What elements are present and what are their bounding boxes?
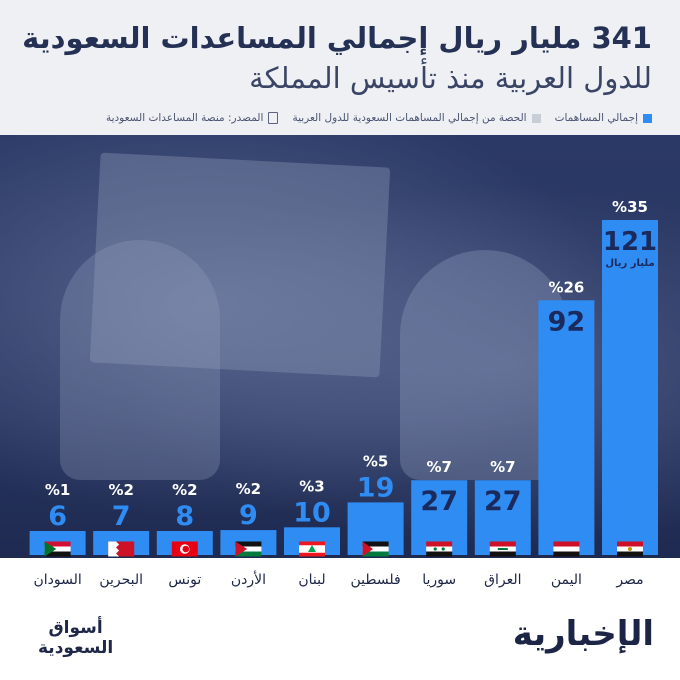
bar-value-1: 121 <box>603 227 657 257</box>
egypt-flag <box>617 541 643 557</box>
bar-1 <box>602 220 658 555</box>
category-label-3: العراق <box>484 572 522 588</box>
legend-label-share: الحصة من إجمالي المساهمات السعودية للدول… <box>292 112 527 124</box>
share-label-7: %2 <box>236 480 261 498</box>
lebanon-flag <box>299 541 325 557</box>
share-label-9: %2 <box>108 481 133 499</box>
document-icon <box>268 112 279 124</box>
bar-2 <box>538 300 595 555</box>
bar-value-4: 27 <box>420 486 458 517</box>
bar-value-7: 9 <box>239 500 258 531</box>
share-label-10: %1 <box>45 481 70 499</box>
legend-item-total: إجمالي المساهمات <box>555 112 652 124</box>
category-label-2: اليمن <box>550 572 582 588</box>
chart-title: 341 مليار ريال إجمالي المساعدات السعودية… <box>22 18 652 98</box>
palestine-flag <box>362 541 389 557</box>
category-label-4: سوريا <box>422 572 457 588</box>
share-label-1: %35 <box>612 198 648 216</box>
category-label-5: فلسطين <box>350 572 401 588</box>
legend-item-share: الحصة من إجمالي المساهمات السعودية للدول… <box>292 112 541 124</box>
tunisia-flag <box>171 541 198 557</box>
sudan-flag <box>44 541 71 557</box>
legend-swatch-white <box>531 113 541 123</box>
category-label-9: البحرين <box>99 572 144 588</box>
legend-item-source: المصدر: منصة المساعدات السعودية <box>106 112 279 124</box>
yemen-flag <box>553 541 580 557</box>
share-label-3: %7 <box>490 458 515 476</box>
brand-logo-aswaq: أسواق السعودية <box>38 618 113 658</box>
share-label-4: %7 <box>426 458 451 476</box>
syria-flag <box>426 541 453 557</box>
unit-label: مليار ريال <box>605 258 654 269</box>
bar-value-9: 7 <box>112 501 131 532</box>
category-label-6: لبنان <box>298 572 326 588</box>
brand-left-line2: السعودية <box>38 638 114 658</box>
bar-value-3: 27 <box>484 486 522 517</box>
brand-right-text: الإخبارية <box>512 614 655 654</box>
bahrain-flag <box>108 541 135 557</box>
legend-label-source: المصدر: منصة المساعدات السعودية <box>105 112 264 124</box>
title-line-2: للدول العربية منذ تأسيس المملكة <box>249 61 652 95</box>
footer <box>0 558 680 680</box>
bar-value-6: 10 <box>293 497 331 528</box>
share-label-2: %26 <box>548 278 584 296</box>
bar-value-5: 19 <box>357 472 395 503</box>
brand-logo-alekhbariya: الإخبارية <box>512 614 655 654</box>
share-label-6: %3 <box>299 477 324 495</box>
person-silhouette-left <box>60 240 220 480</box>
category-label-7: الأردن <box>230 572 266 588</box>
legend: إجمالي المساهمات الحصة من إجمالي المساهم… <box>106 112 652 124</box>
jordan-flag <box>235 541 262 557</box>
legend-swatch-blue <box>643 113 652 123</box>
bar-value-10: 6 <box>48 501 67 532</box>
category-label-8: تونس <box>168 572 202 588</box>
brand-left-line1: أسواق <box>48 618 103 638</box>
title-line-1: 341 مليار ريال إجمالي المساعدات السعودية <box>22 21 652 55</box>
bar-value-2: 92 <box>548 306 586 337</box>
category-label-1: مصر <box>616 572 644 588</box>
share-label-8: %2 <box>172 481 197 499</box>
bar-value-8: 8 <box>175 501 194 532</box>
iraq-flag <box>489 541 516 557</box>
share-label-5: %5 <box>363 452 388 470</box>
category-label-10: السودان <box>33 572 82 588</box>
legend-label-total: إجمالي المساهمات <box>554 112 638 124</box>
